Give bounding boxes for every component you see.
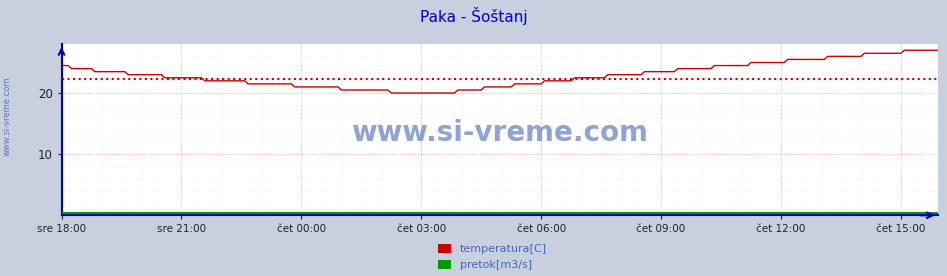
Legend: temperatura[C], pretok[m3/s]: temperatura[C], pretok[m3/s] <box>438 244 547 270</box>
Text: Paka - Šoštanj: Paka - Šoštanj <box>420 7 527 25</box>
Text: www.si-vreme.com: www.si-vreme.com <box>351 119 648 147</box>
Text: www.si-vreme.com: www.si-vreme.com <box>3 76 12 156</box>
